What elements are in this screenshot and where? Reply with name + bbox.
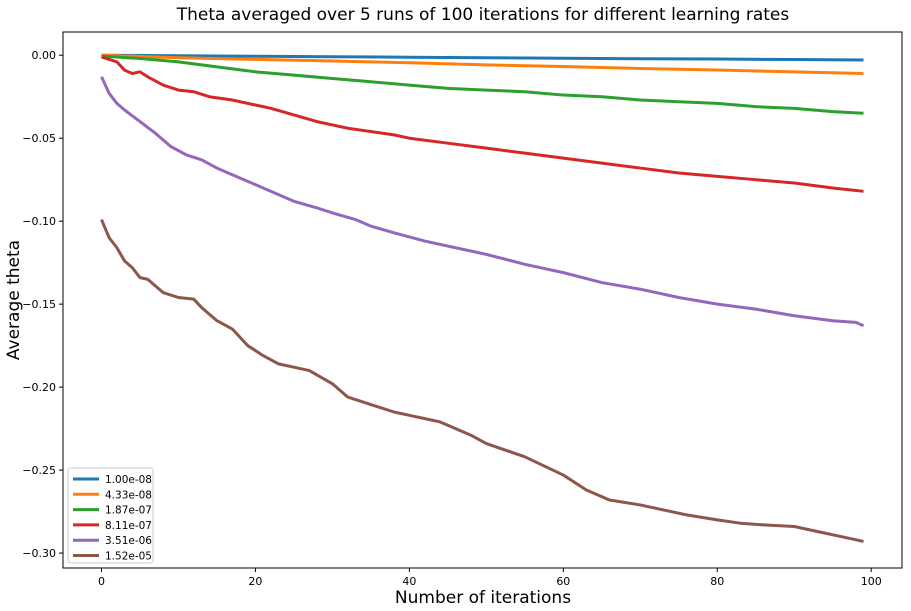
x-tick-label: 100: [861, 575, 882, 588]
series-line-2: [101, 53, 864, 75]
legend-label: 8.11e-07: [105, 520, 152, 532]
series-line-3: [101, 54, 864, 115]
x-tick-label: 20: [248, 575, 262, 588]
legend-label: 1.52e-05: [105, 551, 152, 563]
y-tick-label: −0.15: [22, 298, 56, 311]
x-tick-label: 0: [98, 575, 105, 588]
x-axis-label: Number of iterations: [395, 588, 571, 608]
series-layer: [100, 53, 865, 543]
x-axis-ticks: 0 20 40 60 80 100: [98, 568, 882, 588]
series-line-6: [100, 218, 864, 543]
legend-label: 3.51e-06: [105, 535, 152, 547]
legend-label: 1.00e-08: [105, 474, 152, 486]
legend-label: 1.87e-07: [105, 505, 152, 517]
y-axis-ticks: 0.00 −0.05 −0.10 −0.15 −0.20 −0.25 −0.30: [22, 49, 63, 560]
legend-label: 4.33e-08: [105, 489, 152, 501]
x-tick-label: 60: [556, 575, 570, 588]
chart-title: Theta averaged over 5 runs of 100 iterat…: [176, 5, 790, 25]
y-tick-label: −0.30: [22, 547, 56, 560]
y-axis-label: Average theta: [4, 240, 24, 360]
axes-layer: [62, 31, 903, 569]
y-tick-label: 0.00: [32, 49, 57, 62]
plot-frame: [62, 31, 903, 569]
y-tick-label: −0.25: [22, 464, 56, 477]
x-tick-label: 80: [710, 575, 724, 588]
series-line-4: [101, 55, 864, 193]
x-tick-label: 40: [402, 575, 416, 588]
series-line-5: [100, 76, 865, 328]
legend: 1.00e-08 4.33e-08 1.87e-07 8.11e-07 3.51e-06…: [67, 467, 154, 564]
series-line-1: [101, 53, 864, 62]
y-tick-label: −0.05: [22, 132, 56, 145]
y-tick-label: −0.20: [22, 381, 56, 394]
y-tick-label: −0.10: [22, 215, 56, 228]
